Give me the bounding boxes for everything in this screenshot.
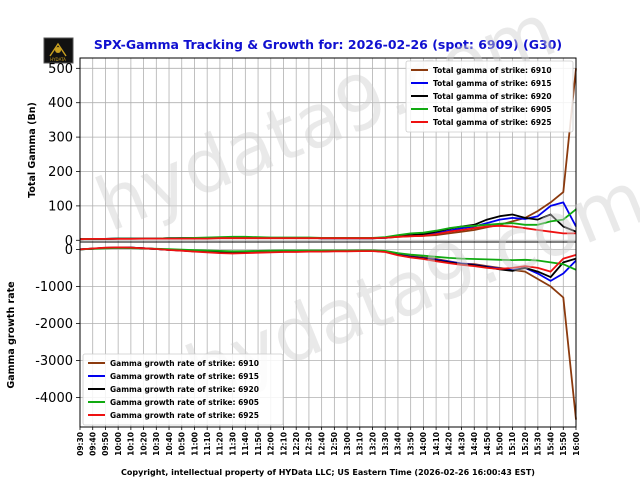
y-tick-label: 400	[48, 96, 73, 111]
legend-entry-6920: Total gamma of strike: 6920	[433, 92, 552, 101]
x-tick-label: 11:50	[254, 432, 263, 456]
x-tick-label: 16:00	[572, 432, 581, 456]
x-tick-label: 14:30	[457, 432, 466, 456]
y-tick-label: 300	[48, 131, 73, 146]
gamma-panel: 0 100 200 300 400 500	[48, 57, 577, 249]
x-tick-label: 15:40	[546, 432, 555, 456]
legend-entry-6915: Gamma growth rate of strike: 6915	[110, 372, 259, 381]
legend-box	[82, 353, 284, 426]
x-tick-label: 14:00	[419, 432, 428, 456]
y-tick-label: -3000	[35, 354, 73, 369]
x-tick-label: 14:50	[483, 432, 492, 456]
x-tick-label: 11:10	[203, 432, 212, 456]
x-tick-label: 12:30	[305, 432, 314, 456]
series-line-6925	[79, 246, 577, 273]
legend-top: Total gamma of strike: 6910 Total gamma o…	[405, 60, 574, 133]
copyright-footer: Copyright, intellectual property of HYDa…	[121, 468, 535, 477]
chart-title: SPX-Gamma Tracking & Growth for: 2026-02…	[94, 37, 562, 52]
legend-entry-6910: Total gamma of strike: 6910	[433, 66, 552, 75]
x-tick-labels: 09:30 09:40 09:50 10:00 10:10 10:20 10:30 10:40…	[76, 427, 581, 456]
x-tick-label: 13:40	[394, 432, 403, 456]
x-tick-label: 13:00	[343, 432, 352, 456]
x-tick-label: 15:20	[521, 432, 530, 456]
x-tick-label: 11:30	[228, 432, 237, 456]
x-tick-label: 13:30	[381, 432, 390, 456]
x-tick-label: 11:20	[216, 432, 225, 456]
legend-entry-6905: Total gamma of strike: 6905	[433, 105, 552, 114]
y-tick-label: -4000	[35, 391, 73, 406]
legend-entry-6905: Gamma growth rate of strike: 6905	[110, 398, 259, 407]
x-tick-label: 12:10	[279, 432, 288, 456]
x-tick-label: 09:40	[89, 432, 98, 456]
hydata-logo: HYDATA	[43, 37, 74, 64]
x-tick-label: 11:40	[241, 432, 250, 456]
x-tick-label: 12:20	[292, 432, 301, 456]
x-tick-label: 12:40	[317, 432, 326, 456]
top-ylabel: Total Gamma (Bn)	[27, 102, 38, 198]
legend-entry-6920: Gamma growth rate of strike: 6920	[110, 385, 259, 394]
x-tick-label: 15:00	[495, 432, 504, 456]
y-tick-label: 200	[48, 165, 73, 180]
y-tick-label: -1000	[35, 280, 73, 295]
x-tick-label: 15:10	[508, 432, 517, 456]
plot-frame	[79, 241, 577, 428]
x-tick-label: 13:50	[406, 432, 415, 456]
series-line-6925	[79, 224, 576, 241]
legend-entry-6925: Total gamma of strike: 6925	[433, 118, 552, 127]
x-tick-label: 10:00	[114, 432, 123, 456]
bottom-ylabel: Gamma growth rate	[6, 281, 17, 388]
x-tick-label: 12:50	[330, 432, 339, 456]
y-tick-label: 0	[65, 243, 73, 258]
x-tick-label: 10:10	[127, 432, 136, 456]
x-tick-label: 15:50	[559, 432, 568, 456]
legend-entry-6925: Gamma growth rate of strike: 6925	[110, 411, 259, 420]
y-tick-label: 100	[48, 199, 73, 214]
x-tick-label: 10:20	[139, 432, 148, 456]
y-tick-label: -2000	[35, 317, 73, 332]
x-tick-label: 14:40	[470, 432, 479, 456]
y-tick-label: 500	[48, 62, 73, 77]
x-tick-label: 11:00	[190, 432, 199, 456]
x-tick-label: 10:30	[152, 432, 161, 456]
logo-text: HYDATA	[50, 57, 66, 62]
x-tick-label: 14:20	[445, 432, 454, 456]
legend-entry-6910: Gamma growth rate of strike: 6910	[110, 359, 259, 368]
x-tick-label: 10:50	[178, 432, 187, 456]
legend-entry-6915: Total gamma of strike: 6915	[433, 79, 552, 88]
x-tick-label: 13:20	[368, 432, 377, 456]
x-tick-label: 09:50	[101, 432, 110, 456]
x-tick-label: 13:10	[356, 432, 365, 456]
y-tick-label: 0	[65, 234, 73, 249]
x-tick-label: 15:30	[534, 432, 543, 456]
x-tick-label: 12:00	[267, 432, 276, 456]
legend-bottom: Gamma growth rate of strike: 6910 Gamma g…	[82, 353, 284, 426]
x-tick-label: 14:10	[432, 432, 441, 456]
x-tick-label: 10:40	[165, 432, 174, 456]
legend-box	[405, 60, 574, 133]
x-tick-label: 09:30	[76, 432, 85, 456]
